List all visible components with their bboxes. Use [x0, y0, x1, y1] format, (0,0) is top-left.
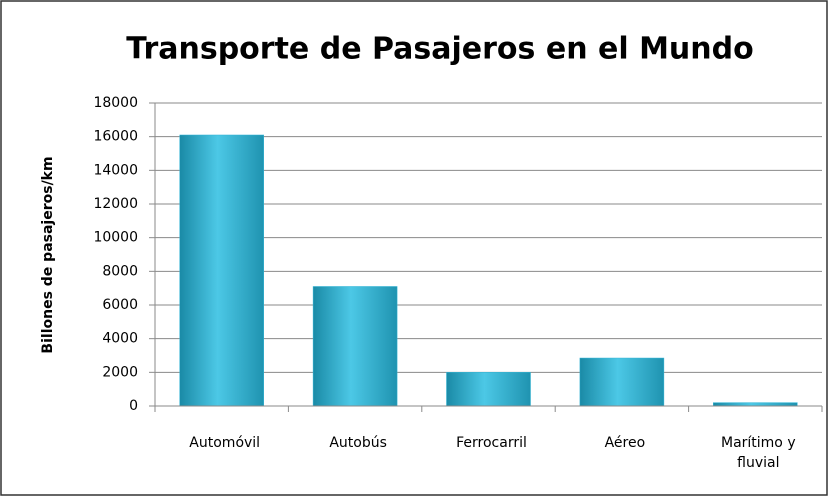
- y-tick-label: 16000: [93, 129, 138, 145]
- x-tick-label: Automóvil: [189, 435, 261, 451]
- y-tick-label: 0: [129, 398, 138, 414]
- y-tick-label: 18000: [93, 95, 138, 111]
- x-tick-label: Marítimo y fluvial: [720, 435, 796, 471]
- y-tick-label: 4000: [102, 331, 138, 347]
- chart-title: Transporte de Pasajeros en el Mundo: [126, 32, 753, 67]
- y-tick-label: 14000: [93, 162, 138, 178]
- y-tick-label: 12000: [93, 196, 138, 212]
- bar: [713, 402, 798, 407]
- bar: [312, 286, 398, 407]
- y-tick-label: 8000: [102, 263, 138, 279]
- y-tick-label: 2000: [102, 364, 138, 380]
- bar: [446, 372, 531, 407]
- bar: [179, 134, 264, 407]
- bar: [579, 357, 665, 407]
- y-tick-label: 6000: [102, 297, 138, 313]
- x-tick-label: Autobús: [329, 435, 387, 451]
- x-tick-label: Aéreo: [604, 435, 646, 451]
- y-axis-label: Billones de pasajeros/km: [40, 156, 56, 353]
- x-tick-label: Ferrocarril: [456, 435, 527, 451]
- y-tick-label: 10000: [93, 230, 138, 246]
